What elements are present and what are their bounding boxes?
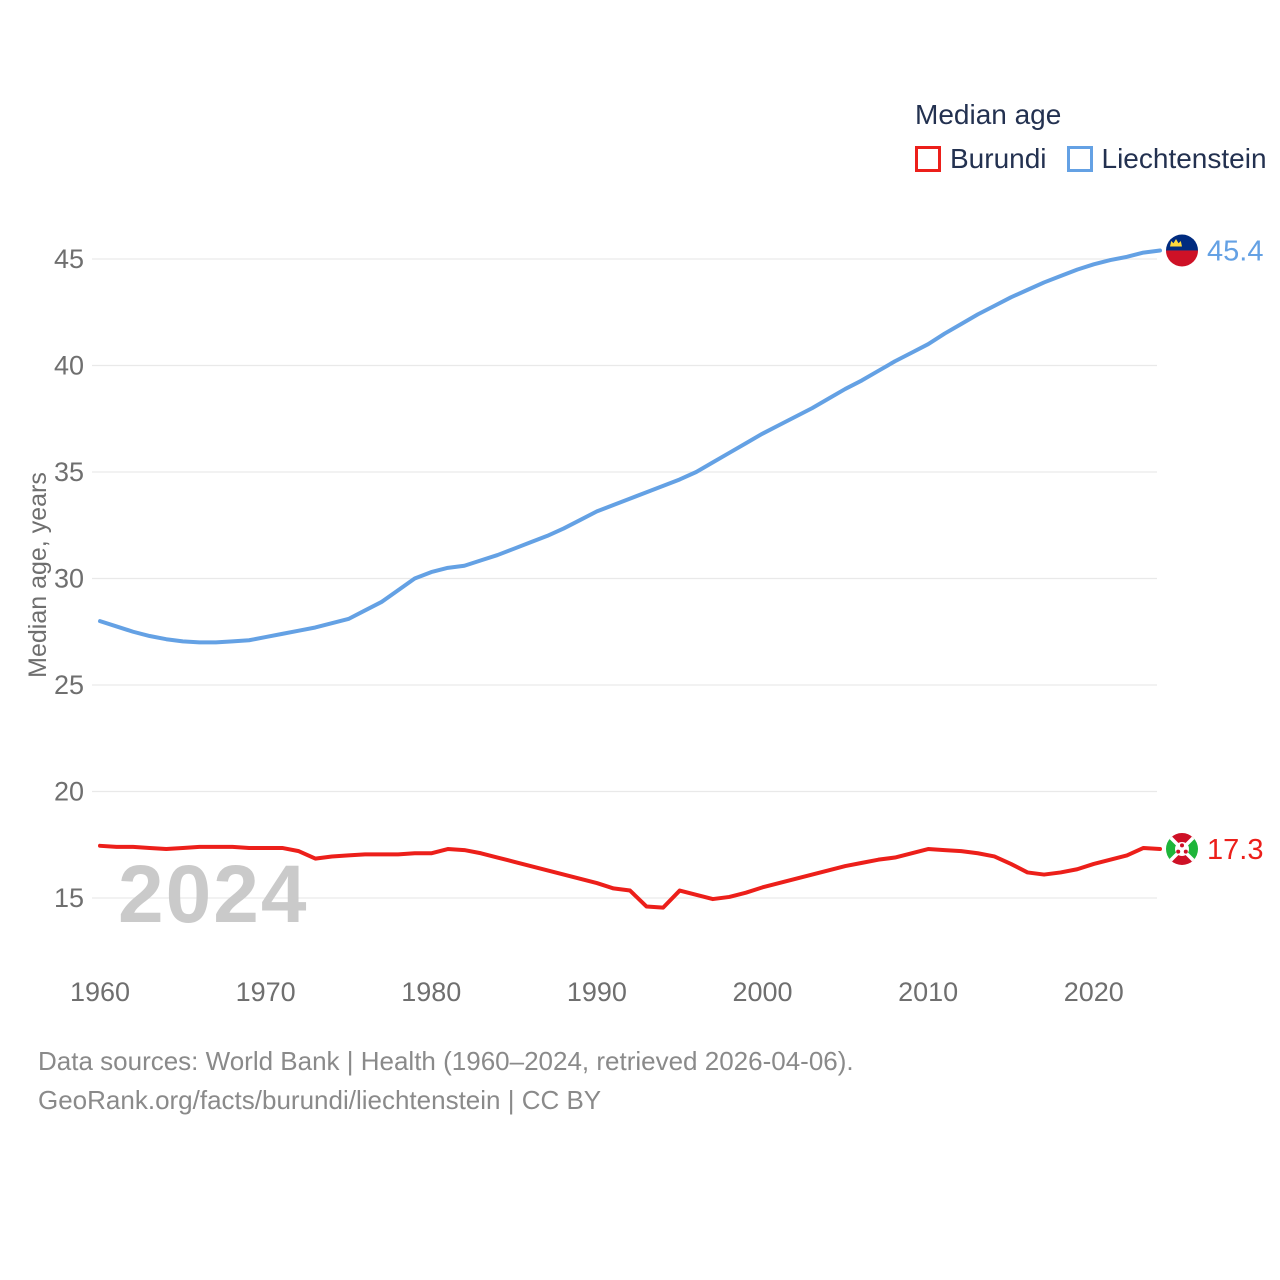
burundi-swatch-icon: [915, 146, 941, 172]
footer-sources: Data sources: World Bank | Health (1960–…: [38, 1046, 854, 1076]
footer-attribution: GeoRank.org/facts/burundi/liechtenstein …: [38, 1085, 602, 1115]
legend-item-label-burundi: Burundi: [950, 143, 1047, 174]
x-tick-label: 1990: [567, 977, 627, 1007]
footer: Data sources: World Bank | Health (1960–…: [38, 1042, 854, 1120]
legend-item-label-liechtenstein: Liechtenstein: [1101, 143, 1267, 174]
y-tick-label: 15: [54, 883, 84, 913]
y-tick-label: 40: [54, 351, 84, 381]
y-tick-label: 35: [54, 457, 84, 487]
y-tick-label: 25: [54, 670, 84, 700]
x-tick-label: 1960: [70, 977, 130, 1007]
x-tick-label: 2010: [898, 977, 958, 1007]
x-tick-label: 1970: [236, 977, 296, 1007]
legend-items: Burundi Liechtenstein: [915, 143, 1267, 175]
burundi-line: [98, 843, 1162, 910]
x-tick-label: 2020: [1064, 977, 1124, 1007]
watermark-year: 2024: [118, 849, 308, 940]
y-tick-label: 30: [54, 564, 84, 594]
y-axis-ticks: 15 20 25 30 35 40 45: [54, 244, 84, 913]
legend-title: Median age: [915, 99, 1062, 130]
y-tick-label: 45: [54, 244, 84, 274]
x-axis-ticks: 1960 1970 1980 1990 2000 2010 2020: [70, 977, 1124, 1007]
burundi-flag-icon: [1166, 833, 1198, 866]
legend-item-liechtenstein[interactable]: Liechtenstein: [1066, 143, 1267, 175]
legend-item-burundi[interactable]: Burundi: [915, 143, 1047, 175]
liechtenstein-swatch-icon: [1066, 146, 1093, 172]
liechtenstein-flag-icon: [1166, 234, 1198, 267]
liechtenstein-line: [98, 248, 1162, 645]
gridlines: [92, 258, 1157, 899]
x-tick-label: 2000: [732, 977, 792, 1007]
liechtenstein-end-value: 45.4: [1207, 235, 1263, 267]
legend: Median age Burundi Liechtenstein: [915, 99, 1267, 175]
y-axis-title: Median age, years: [24, 472, 52, 678]
crown-icon: [1170, 238, 1182, 247]
burundi-end-value: 17.3: [1207, 834, 1263, 866]
y-tick-label: 20: [54, 777, 84, 807]
series-lines: [98, 248, 1162, 910]
x-tick-label: 1980: [401, 977, 461, 1007]
